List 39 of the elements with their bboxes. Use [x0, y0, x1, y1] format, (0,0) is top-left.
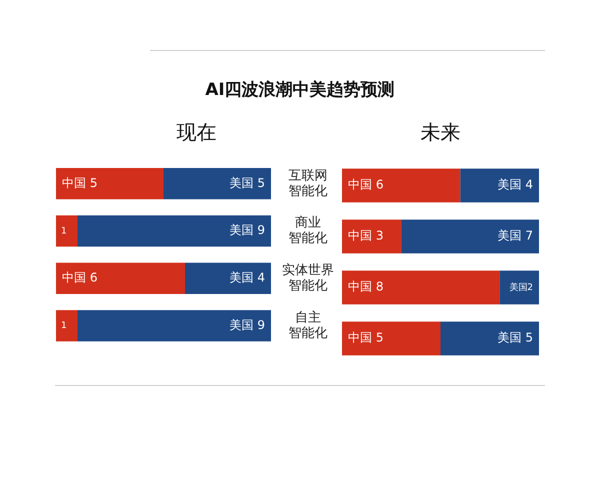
bar	[342, 270, 500, 304]
bar	[401, 220, 539, 254]
data-label: 中国 3	[348, 228, 384, 243]
bar	[56, 310, 78, 342]
bar	[185, 262, 271, 294]
chart-title: 现在	[176, 120, 216, 144]
y-tick-label: 互联网智能化	[288, 168, 328, 199]
data-label: 美国 5	[230, 176, 265, 190]
bar	[342, 220, 402, 254]
bar	[56, 215, 78, 247]
bar	[440, 322, 539, 356]
data-label: 美国 7	[498, 228, 533, 243]
y-tick-label: 自主智能化	[288, 309, 328, 341]
bar	[342, 168, 460, 202]
data-label: 美国 4	[498, 178, 533, 192]
bar	[78, 310, 271, 342]
data-label: 美国 9	[230, 318, 265, 332]
bar	[56, 262, 185, 294]
bar	[164, 168, 271, 200]
data-label: 中国 6	[62, 270, 98, 284]
bar	[342, 322, 440, 356]
bar	[500, 270, 539, 304]
data-label: 美国 9	[230, 223, 265, 238]
data-label: 美国2	[509, 282, 533, 293]
text: AI四波浪潮中美趋势预测	[204, 79, 396, 101]
data-label: 中国 5	[62, 176, 98, 190]
data-label: 中国 8	[348, 280, 384, 294]
bar	[460, 168, 539, 202]
data-label: 中国 6	[348, 178, 384, 192]
y-tick-label: 商业智能化	[288, 216, 328, 246]
data-label: 1	[61, 321, 67, 332]
chart-title: 未来	[420, 120, 460, 144]
y-tick-label: 实体世界智能化	[282, 262, 334, 294]
data-label: 1	[61, 226, 67, 236]
data-label: 中国 5	[348, 330, 384, 345]
bar	[78, 215, 271, 247]
bar	[56, 168, 164, 200]
data-label: 美国 4	[230, 270, 265, 284]
data-label: 美国 5	[498, 330, 533, 345]
